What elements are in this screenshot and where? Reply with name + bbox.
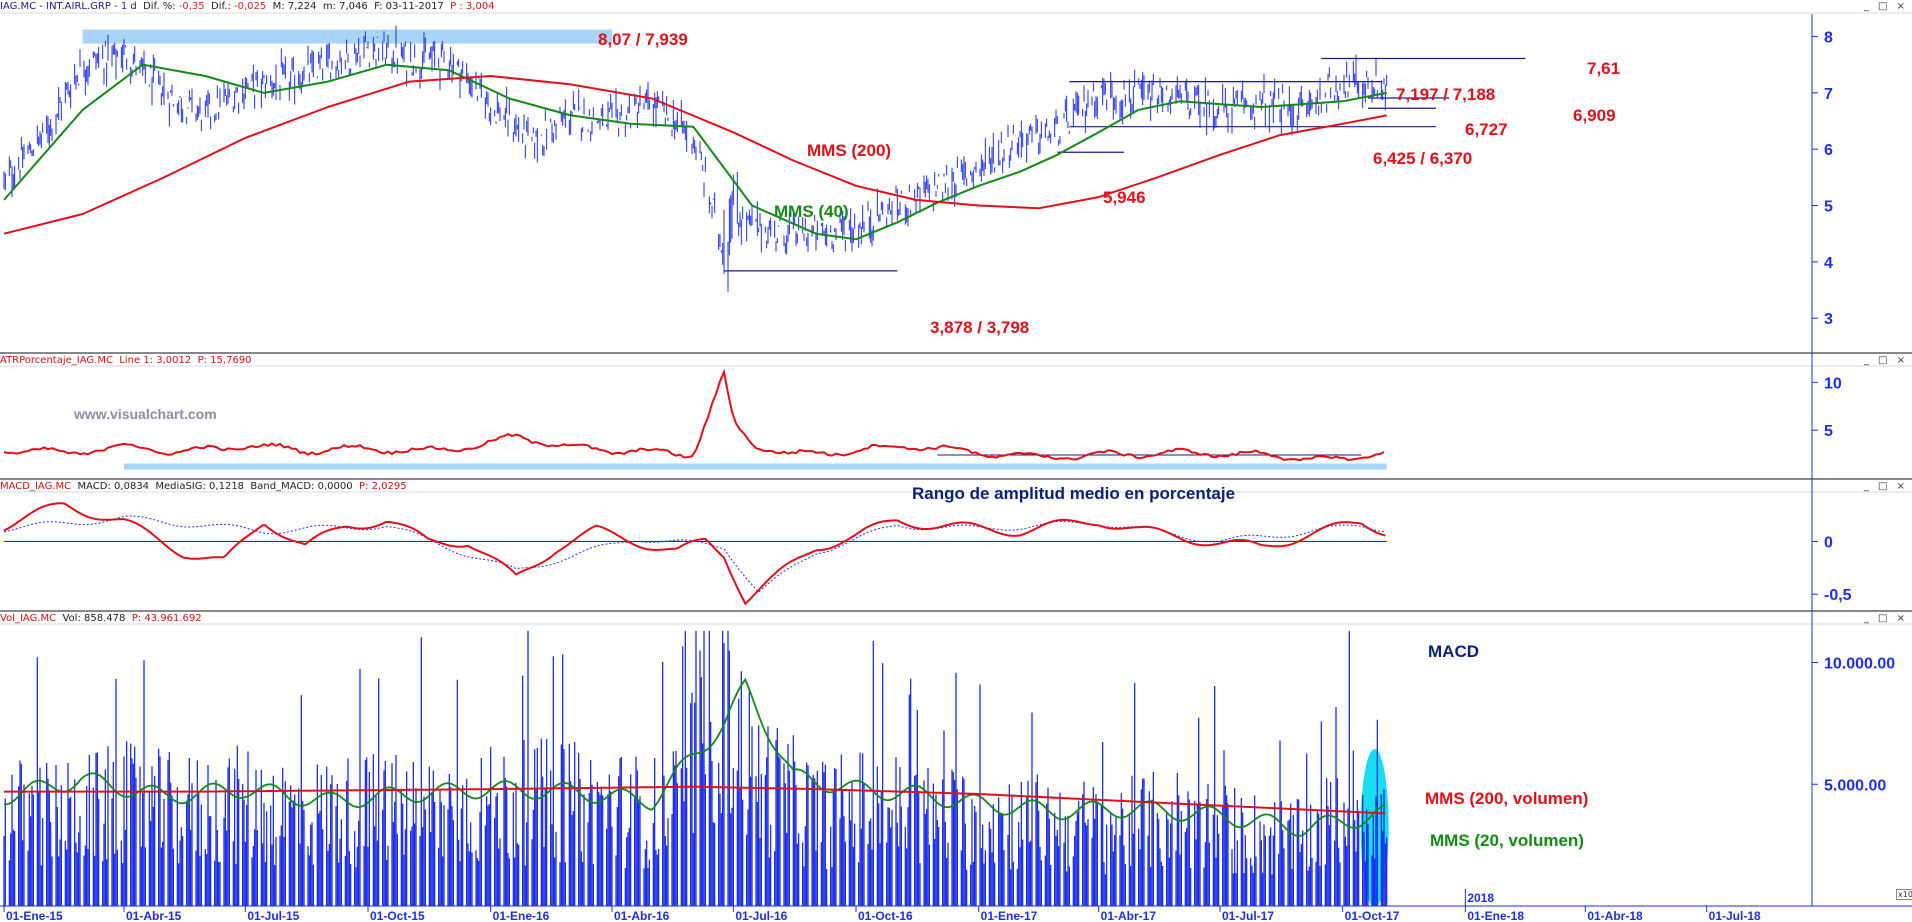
date-value: 03-11-2017 [385, 1, 444, 12]
macd-ytick-label: -0,5 [1824, 587, 1852, 604]
price-ytick-label: 3 [1824, 311, 1833, 328]
atr-line-label: Line 1: [119, 355, 154, 366]
xtick-label: 01-Jul-17 [1222, 909, 1274, 922]
xtick-label: 01-Oct-15 [370, 909, 425, 922]
macd-label: MACD: [77, 481, 111, 492]
price-panel[interactable] [3, 25, 1526, 292]
max-label: M: [272, 1, 285, 12]
annotation-7-197: 7,197 / 7,188 [1396, 85, 1496, 104]
watermark: www.visualchart.com [74, 406, 217, 422]
macd-p-label: P: [358, 481, 369, 492]
volume-ma200-line [4, 785, 1386, 815]
price-window-buttons[interactable]: _ □ × [1863, 1, 1908, 12]
vol-annotation-mms20: MMS (20, volumen) [1430, 831, 1584, 850]
max-value: 7,224 [287, 1, 317, 12]
dif-label: Dif.: [211, 1, 231, 12]
annotation-low-zone: 3,878 / 3,798 [930, 318, 1030, 337]
vol-p-label: P: [131, 613, 142, 624]
atr-p-label: P: [197, 355, 207, 366]
macd-annotation: MACD [1428, 642, 1479, 661]
annotation-top-zone: 8,07 / 7,939 [598, 30, 688, 49]
macd-name: MACD_IAG.MC [0, 481, 72, 492]
vol-label: Vol: [62, 613, 81, 624]
volume-panel[interactable] [3, 630, 1389, 908]
price-ytick-label: 6 [1824, 142, 1833, 159]
signal-label: MediaSIG: [155, 481, 206, 492]
vol-value: 858.478 [84, 613, 126, 624]
price-ytick-label: 8 [1824, 30, 1833, 47]
min-label: m: [322, 1, 336, 12]
year-marker-label: 2018 [1467, 891, 1494, 905]
band-value: 0,0000 [317, 481, 353, 492]
atr-band [124, 463, 1387, 470]
xtick-label: 01-Jul-16 [735, 909, 787, 922]
annotation-5-946: 5,946 [1103, 188, 1146, 207]
volume-header: Vol_IAG.MC Vol: 858.478 P: 43.961.692 [0, 612, 202, 626]
vol-p-value: 43.961.692 [144, 613, 202, 624]
price-ytick-label: 7 [1824, 86, 1833, 103]
vol-name: Vol_IAG.MC [0, 613, 57, 624]
xtick-label: 01-Abr-18 [1587, 909, 1643, 922]
atr-name: ATRPorcentaje_IAG.MC [0, 355, 113, 366]
price-header: IAG.MC - INT.AIRL.GRP - 1 d Dif. %: -0,3… [0, 0, 495, 14]
xtick-label: 01-Ene-17 [981, 909, 1038, 922]
p-label: P : [450, 1, 463, 12]
annotation-mms40: MMS (40) [774, 202, 849, 221]
xtick-label: 01-Abr-17 [1101, 909, 1157, 922]
macd-signal-line [3, 515, 1386, 593]
p-value: 3,004 [465, 1, 495, 12]
macd-ytick-label: 0 [1824, 534, 1833, 551]
xtick-label: 01-Ene-18 [1467, 909, 1524, 922]
atr-panel[interactable] [3, 368, 1387, 470]
xtick-label: 01-Oct-16 [858, 909, 913, 922]
xtick-label: 01-Jul-15 [247, 909, 299, 922]
macd-p-value: 2,0295 [371, 481, 407, 492]
macd-panel[interactable] [3, 502, 1387, 606]
volume-ytick-label: 10.000.00 [1824, 656, 1895, 673]
signal-value: 0,1218 [209, 481, 245, 492]
ma40-line [3, 63, 1387, 241]
dif-pct-value: -0,35 [178, 1, 205, 12]
macd-window-buttons[interactable]: _ □ × [1863, 481, 1908, 492]
atr-header: ATRPorcentaje_IAG.MC Line 1: 3,0012 P: 1… [0, 354, 252, 368]
macd-header: MACD_IAG.MC MACD: 0,0834 MediaSIG: 0,121… [0, 480, 407, 494]
price-ytick-label: 4 [1824, 255, 1833, 272]
annotation-mms200: MMS (200) [807, 141, 892, 160]
macd-value: 0,0834 [114, 481, 150, 492]
price-symbol: IAG.MC - INT.AIRL.GRP - 1 d [0, 1, 137, 12]
min-value: 7,046 [339, 1, 368, 12]
atr-line [3, 368, 1385, 462]
axes: 3 4 5 6 7 8 01-Ene-15 01-Abr-15 01-Jul-15 01-Oct-… [3, 30, 1895, 922]
dif-pct-label: Dif. %: [143, 1, 176, 12]
ma200-line [3, 75, 1387, 235]
resistance-zone-8-07 [82, 29, 612, 44]
annotation-6-727: 6,727 [1465, 120, 1508, 139]
xtick-label: 01-Abr-16 [614, 909, 670, 922]
volume-ytick-label: 5.000.00 [1824, 777, 1886, 794]
band-label: Band_MACD: [250, 481, 315, 492]
xtick-label: 01-Abr-15 [126, 909, 182, 922]
atr-p-value: 15,7690 [210, 355, 252, 366]
atr-ytick-label: 10 [1824, 375, 1842, 392]
xtick-label: 01-Jul-18 [1709, 909, 1761, 922]
annotation-6-909: 6,909 [1573, 106, 1616, 125]
annotation-6-425: 6,425 / 6,370 [1373, 149, 1473, 168]
scale-multiplier: x10 [1896, 889, 1912, 900]
atr-annotation: Rango de amplitud medio en porcentaje [912, 484, 1236, 503]
volume-window-buttons[interactable]: _ □ × [1863, 613, 1908, 624]
macd-line [3, 502, 1386, 606]
atr-line-value: 3,0012 [156, 355, 192, 366]
xtick-label: 01-Ene-15 [6, 909, 63, 922]
xtick-label: 01-Oct-17 [1345, 909, 1400, 922]
atr-window-buttons[interactable]: _ □ × [1863, 355, 1908, 366]
dif-value: -0,025 [234, 1, 267, 12]
date-label: F: [374, 1, 383, 12]
price-ytick-label: 5 [1824, 199, 1833, 216]
atr-ytick-label: 5 [1824, 423, 1833, 440]
annotation-7-61: 7,61 [1587, 59, 1621, 78]
xtick-label: 01-Ene-16 [493, 909, 550, 922]
vol-annotation-mms200: MMS (200, volumen) [1425, 789, 1589, 808]
